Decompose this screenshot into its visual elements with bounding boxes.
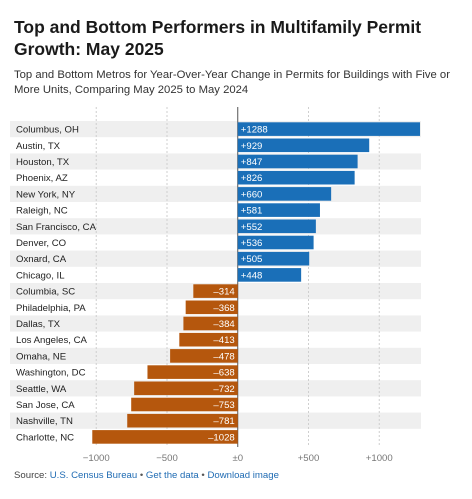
value-label: +826 <box>241 173 263 184</box>
value-label: –781 <box>213 416 234 427</box>
value-label: –1028 <box>208 432 235 443</box>
category-label: Seattle, WA <box>16 384 67 395</box>
download-image-link[interactable]: Download image <box>207 470 279 481</box>
value-label: –753 <box>213 400 234 411</box>
value-label: +448 <box>241 270 263 281</box>
chart-title: Top and Bottom Performers in Multifamily… <box>14 17 422 59</box>
tick-label: +500 <box>298 453 320 464</box>
category-label: Washington, DC <box>16 368 86 379</box>
category-label: Denver, CO <box>16 238 66 249</box>
value-label: –384 <box>213 319 235 330</box>
category-label: Houston, TX <box>16 157 70 168</box>
chart-footer: Source: U.S. Census Bureau • Get the dat… <box>14 470 279 481</box>
get-data-link[interactable]: Get the data <box>145 470 199 481</box>
category-label: Los Angeles, CA <box>16 335 88 346</box>
bar <box>237 251 310 266</box>
row-band <box>10 218 421 235</box>
source-link[interactable]: U.S. Census Bureau <box>49 470 138 481</box>
bar <box>237 170 355 185</box>
category-label: Columbia, SC <box>16 287 75 298</box>
source-prefix: Source: <box>14 470 48 481</box>
category-label: San Jose, CA <box>16 400 75 411</box>
value-label: –368 <box>213 303 234 314</box>
bar <box>237 268 302 282</box>
footer-separator-2: • <box>201 470 205 481</box>
value-label: +505 <box>241 254 263 265</box>
category-label: Chicago, IL <box>16 270 65 281</box>
value-label: +660 <box>241 189 263 200</box>
tick-label: −1000 <box>83 453 110 464</box>
bar <box>179 332 238 347</box>
category-label: Raleigh, NC <box>16 206 68 217</box>
bar <box>237 138 370 153</box>
bar <box>147 365 238 379</box>
category-label: Omaha, NE <box>16 351 66 362</box>
category-label: Nashville, TN <box>16 416 73 427</box>
value-label: –638 <box>213 368 234 379</box>
bar <box>237 154 358 169</box>
category-label: Oxnard, CA <box>16 254 67 265</box>
value-label: –413 <box>213 335 234 346</box>
value-label: +847 <box>241 157 263 168</box>
value-label: +552 <box>241 222 263 233</box>
row-band <box>10 153 421 170</box>
bar <box>193 284 238 298</box>
value-label: –478 <box>213 351 234 362</box>
bar <box>170 349 238 363</box>
bar <box>237 219 316 234</box>
value-label: +1288 <box>241 125 268 136</box>
category-label: Dallas, TX <box>16 319 61 330</box>
value-label: –732 <box>213 384 234 395</box>
value-label: +929 <box>241 141 263 152</box>
category-label: Philadelphia, PA <box>16 303 86 314</box>
bar <box>185 300 238 315</box>
tick-label: −500 <box>156 453 178 464</box>
row-band <box>10 250 421 267</box>
bar <box>131 397 238 412</box>
category-label: Columbus, OH <box>16 125 79 136</box>
value-label: –314 <box>213 287 235 298</box>
value-label: +581 <box>241 206 263 217</box>
chart-subtitle: Top and Bottom Metros for Year-Over-Year… <box>14 69 450 96</box>
category-label: New York, NY <box>16 189 76 200</box>
bar <box>237 122 421 136</box>
category-label: Phoenix, AZ <box>16 173 68 184</box>
footer-separator-1: • <box>139 470 144 481</box>
bar <box>92 430 238 444</box>
bar <box>134 381 238 396</box>
bar <box>183 316 238 331</box>
category-label: Austin, TX <box>16 141 61 152</box>
bar <box>237 203 320 217</box>
bar <box>237 235 314 250</box>
bar-chart: Columbus, OH +1288 Austin, TX +929 Houston, … <box>10 107 421 464</box>
tick-label: ±0 <box>232 453 243 464</box>
category-label: Charlotte, NC <box>16 432 74 443</box>
bar <box>237 187 332 201</box>
category-label: San Francisco, CA <box>16 222 97 233</box>
tick-label: +1000 <box>366 453 393 464</box>
bar <box>127 413 238 428</box>
value-label: +536 <box>241 238 263 249</box>
